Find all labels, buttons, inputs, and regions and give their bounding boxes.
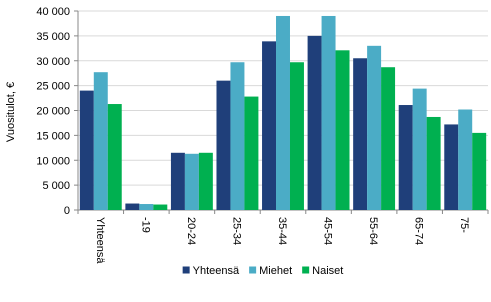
bar [230, 62, 245, 211]
bar [381, 67, 396, 210]
bar [335, 50, 350, 210]
bar [93, 72, 108, 210]
y-tick-label: 40 000 [36, 6, 70, 18]
y-tick-label: 20 000 [36, 106, 70, 118]
bar [307, 35, 322, 210]
bar [276, 15, 290, 210]
bar [184, 153, 199, 210]
y-tick-label: 15 000 [36, 130, 70, 142]
bar [125, 203, 140, 210]
x-tick-label: 55-64 [367, 217, 379, 245]
legend-swatch [249, 266, 257, 274]
y-tick-label: 35 000 [36, 31, 70, 43]
bar [170, 152, 185, 210]
x-tick-label: 65-74 [413, 217, 425, 245]
y-tick-label: 10 000 [36, 155, 70, 167]
bar [244, 96, 259, 210]
y-tick-label: 25 000 [36, 81, 70, 93]
bar [444, 124, 459, 210]
x-tick-label: Yhteensä [94, 217, 106, 264]
x-tick-label: 75- [458, 217, 470, 233]
bar [367, 45, 382, 211]
legend-swatch [182, 266, 190, 274]
x-tick-label: 45-54 [322, 217, 334, 245]
bar [198, 152, 213, 210]
bar [353, 58, 368, 211]
bar [216, 80, 231, 211]
bar [398, 105, 413, 210]
bar [321, 15, 336, 210]
y-axis-label: Vuositulot, € [5, 82, 17, 142]
bar [107, 104, 122, 210]
legend-swatch [302, 266, 310, 274]
legend-label: Naiset [312, 265, 343, 277]
bar [79, 90, 94, 210]
bar [139, 204, 154, 210]
x-tick-label: 20-24 [185, 217, 197, 245]
y-tick-label: 30 000 [36, 56, 70, 68]
y-tick-label: 5 000 [42, 180, 70, 192]
legend-label: Yhteensä [193, 265, 240, 277]
bar [289, 62, 304, 211]
bar [426, 116, 441, 210]
bar [458, 109, 473, 210]
y-tick-label: 0 [64, 205, 70, 217]
x-tick-label: 35-44 [276, 217, 288, 245]
legend-label: Miehet [259, 265, 292, 277]
bar [412, 88, 427, 210]
x-tick-label: -19 [139, 217, 151, 233]
bar [262, 41, 277, 210]
x-tick-label: 25-34 [230, 217, 242, 245]
bar [472, 132, 487, 210]
bar [153, 204, 168, 210]
